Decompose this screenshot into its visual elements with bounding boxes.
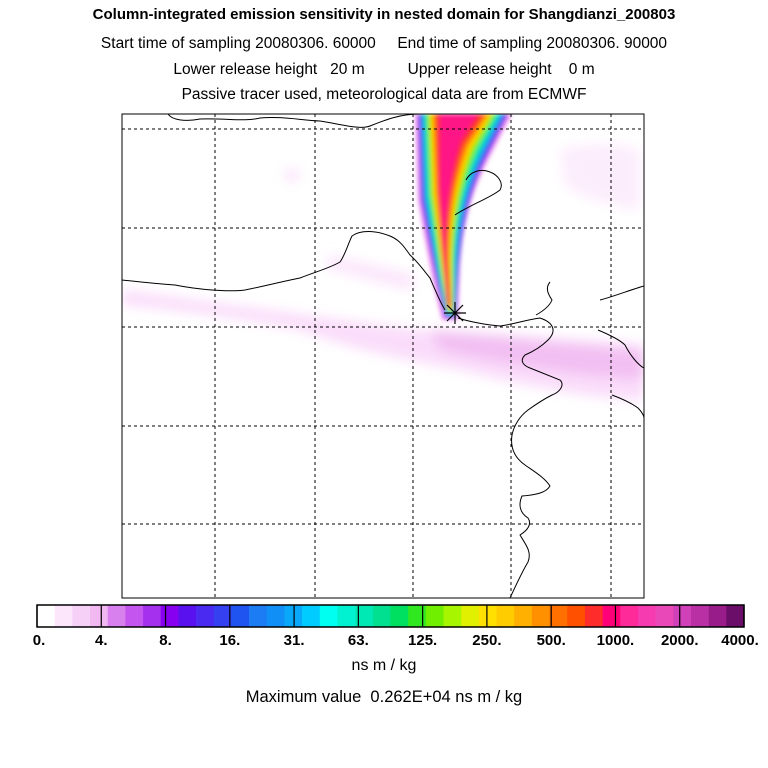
- tracer-info-line: Passive tracer used, meteorological data…: [181, 86, 587, 103]
- map-area: [122, 114, 644, 598]
- colorbar-swatch: [90, 605, 109, 627]
- colorbar-swatch: [726, 605, 745, 627]
- colorbar-frame: [36, 604, 745, 628]
- colorbar-tick-label: 16.: [219, 632, 241, 649]
- map-frame: [121, 113, 645, 599]
- colorbar-swatch: [319, 605, 338, 627]
- colorbar-swatch: [249, 605, 268, 627]
- release-height-line: Lower release height 20 m Upper release …: [173, 61, 595, 78]
- colorbar-swatch: [213, 605, 232, 627]
- colorbar-swatch: [54, 605, 73, 627]
- colorbar-swatch: [690, 605, 709, 627]
- colorbar-swatch: [266, 605, 285, 627]
- colorbar-swatch: [107, 605, 126, 627]
- colorbar-swatch: [337, 605, 356, 627]
- colorbar-swatch: [196, 605, 215, 627]
- colorbar-tick-label: 1000.: [596, 632, 635, 649]
- colorbar-swatch: [584, 605, 603, 627]
- colorbar-swatch: [567, 605, 586, 627]
- colorbar-tick-label: 2000.: [660, 632, 699, 649]
- colorbar-swatch: [620, 605, 639, 627]
- colorbar-swatch: [461, 605, 480, 627]
- colorbar-tick-label: 4.: [95, 632, 108, 649]
- colorbar-tick-label: 500.: [536, 632, 566, 649]
- colorbar-swatch: [390, 605, 409, 627]
- lat-lon-grid: [122, 114, 644, 598]
- low-sensitivity-field: [122, 144, 644, 400]
- colorbar-swatch: [655, 605, 674, 627]
- colorbar-swatch: [531, 605, 550, 627]
- colorbar-tick-label: 250.: [472, 632, 502, 649]
- colorbar-swatch: [72, 605, 91, 627]
- colorbar-swatch: [143, 605, 162, 627]
- colorbar-swatch: [408, 605, 427, 627]
- colorbar-tick-label: 4000.: [721, 632, 759, 649]
- colorbar-swatch: [549, 605, 568, 627]
- plume: [415, 114, 512, 320]
- colorbar-swatch: [231, 605, 250, 627]
- colorbar-swatch: [125, 605, 144, 627]
- colorbar-swatch: [708, 605, 727, 627]
- colorbar-swatch: [673, 605, 692, 627]
- colorbar-swatch: [284, 605, 303, 627]
- colorbar: [36, 604, 745, 628]
- colorbar-swatch: [425, 605, 444, 627]
- colorbar-swatch: [178, 605, 197, 627]
- colorbar-tick-label: 31.: [283, 632, 305, 649]
- colorbar-swatch: [637, 605, 656, 627]
- colorbar-swatch: [302, 605, 321, 627]
- colorbar-swatch: [514, 605, 533, 627]
- colorbar-swatch: [602, 605, 621, 627]
- colorbar-swatch: [372, 605, 391, 627]
- colorbar-swatch: [355, 605, 374, 627]
- colorbar-tick-label: 63.: [347, 632, 369, 649]
- colorbar-tick-label: 8.: [159, 632, 172, 649]
- colorbar-swatch: [160, 605, 179, 627]
- colorbar-swatch: [443, 605, 462, 627]
- colorbar-swatch: [478, 605, 497, 627]
- maximum-value-text: Maximum value 0.262E+04 ns m / kg: [245, 688, 523, 706]
- star-marker: [444, 302, 466, 324]
- colorbar-swatch: [37, 605, 55, 627]
- sampling-time-line: Start time of sampling 20080306. 60000 E…: [100, 35, 668, 52]
- colorbar-tick-label: 125.: [408, 632, 438, 649]
- coastlines: [122, 114, 644, 598]
- plot-title: Column-integrated emission sensitivity i…: [92, 6, 676, 23]
- colorbar-tick-label: 0.: [32, 632, 46, 649]
- colorbar-swatch: [496, 605, 515, 627]
- colorbar-unit: ns m / kg: [351, 657, 417, 674]
